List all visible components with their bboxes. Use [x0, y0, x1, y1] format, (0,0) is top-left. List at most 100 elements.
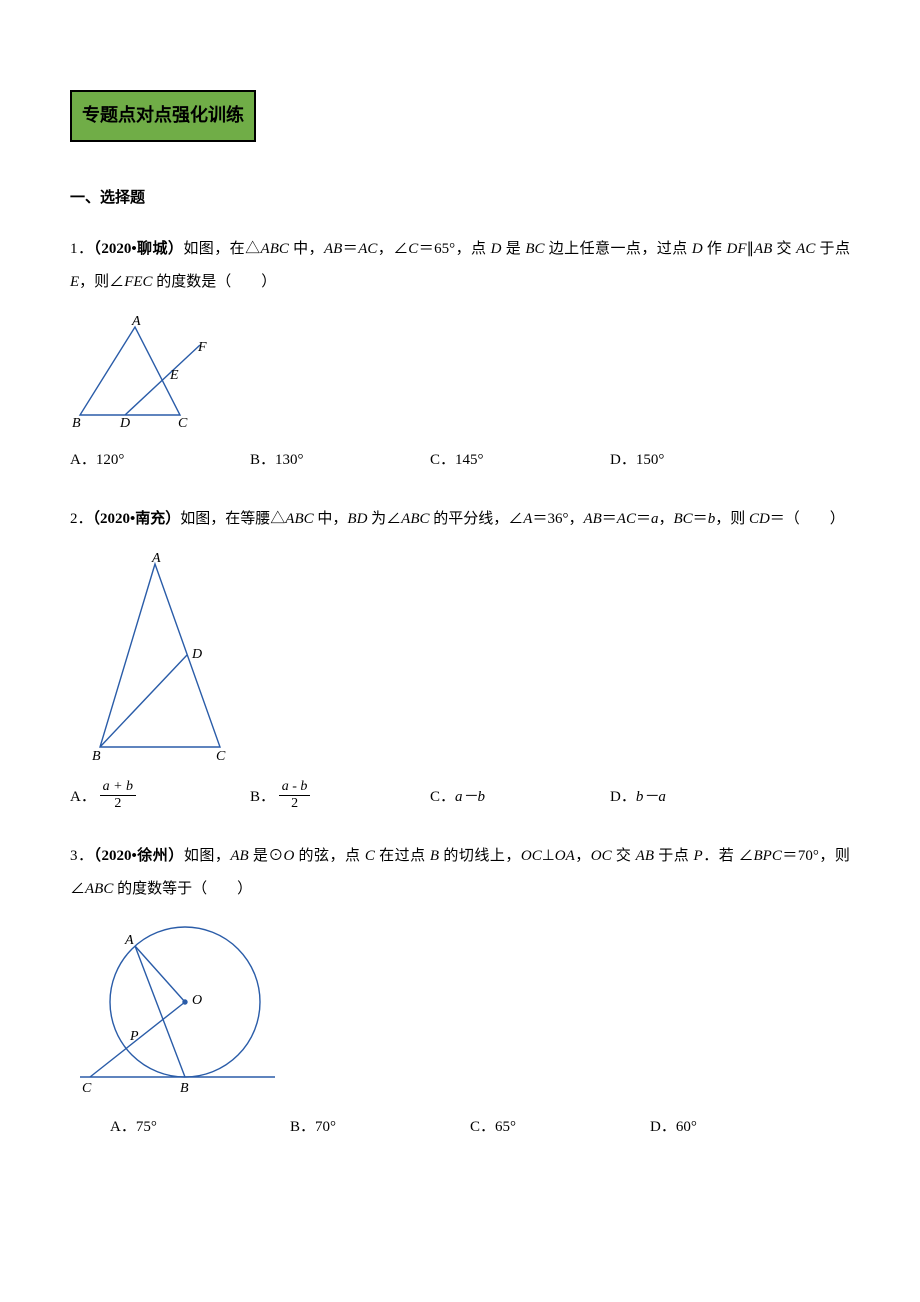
q2-ac: AC: [617, 511, 636, 527]
q2-t7: ＝（ ）: [770, 511, 845, 527]
q3-label-B: B: [180, 1081, 189, 1096]
q3-label-C: C: [82, 1081, 92, 1096]
q1-t8: 于点: [815, 241, 850, 257]
q2-optD: D．b－a: [610, 781, 850, 814]
q3-oa: OA: [555, 848, 575, 864]
q2-bc: BC: [674, 511, 693, 527]
q2-label-C: C: [216, 749, 226, 764]
q1-ac: AC: [358, 241, 377, 257]
q2-prefix: 2．: [70, 511, 93, 527]
q2-t4: 的平分线，∠: [430, 511, 524, 527]
q2-optB-label: B．: [250, 789, 275, 805]
q1-ac2: AC: [796, 241, 815, 257]
q3-label-A: A: [124, 933, 134, 948]
q3-label-P: P: [129, 1029, 139, 1044]
q3-ab: AB: [230, 848, 248, 864]
q1-t1: 如图，在△: [183, 241, 260, 257]
q1-label-E: E: [169, 368, 179, 383]
q2-label-D: D: [191, 647, 202, 662]
q3-t7: 于点: [654, 848, 694, 864]
q1-ab2: AB: [754, 241, 772, 257]
q2-optC-label: C．: [430, 789, 455, 805]
q3-t3: 的弦，点: [294, 848, 365, 864]
q1-d: D: [491, 241, 502, 257]
q2-options: A． a + b2 B． a - b2 C．a－b D．b－a: [70, 781, 850, 814]
banner-title: 专题点对点强化训练: [70, 90, 256, 142]
q2-label-B: B: [92, 749, 101, 764]
q2-cd: CD: [749, 511, 770, 527]
q2-t1: 如图，在等腰△: [180, 511, 285, 527]
q2-abc2: ABC: [401, 511, 429, 527]
q1-eq1: ＝: [342, 241, 358, 257]
q1-t4: 是: [502, 241, 526, 257]
q1-label-F: F: [197, 340, 207, 355]
q2-optB: B． a - b2: [250, 781, 430, 814]
q2-t5: ＝36°，: [532, 511, 583, 527]
question-2: 2．（2020•南充）如图，在等腰△ABC 中，BD 为∠ABC 的平分线，∠A…: [70, 503, 850, 536]
q3-o: O: [283, 848, 294, 864]
q1-label-B: B: [72, 416, 81, 430]
q1-t10: 的度数是（ ）: [153, 274, 277, 290]
q2-optA-label: A．: [70, 789, 96, 805]
q3-abc: ABC: [85, 881, 113, 897]
q1-optB: B．130°: [250, 444, 430, 477]
q1-optD: D．150°: [610, 444, 850, 477]
q1-prefix: 1．: [70, 241, 93, 257]
q1-label-C: C: [178, 416, 188, 430]
q3-optC: C．65°: [470, 1111, 650, 1144]
q1-optC: C．145°: [430, 444, 610, 477]
q1-abc: ABC: [261, 241, 289, 257]
question-3: 3．（2020•徐州）如图，AB 是⊙O 的弦，点 C 在过点 B 的切线上，O…: [70, 840, 850, 906]
q1-options: A．120° B．130° C．145° D．150°: [70, 444, 850, 477]
q2-optD-expr: b－a: [636, 789, 666, 805]
q3-t1: 如图，: [184, 848, 231, 864]
q1-source: （2020•聊城）: [93, 241, 183, 257]
q3-oc: OC: [521, 848, 542, 864]
q3-ang: ∠: [739, 848, 754, 864]
q3-t8: ．若: [703, 848, 735, 864]
q3-options: A．75° B．70° C．65° D．60°: [70, 1111, 850, 1144]
q3-t6: 交: [612, 848, 636, 864]
q2-eq: ＝: [602, 511, 617, 527]
q2-optA-frac: a + b2: [100, 780, 136, 811]
q3-p: P: [694, 848, 703, 864]
q3-oc2: OC: [591, 848, 612, 864]
q2-comma: ，: [658, 511, 673, 527]
q2-optB-frac: a - b2: [279, 780, 311, 811]
q1-label-D: D: [119, 416, 130, 430]
q1-df: DF: [727, 241, 747, 257]
q3-optD: D．60°: [650, 1111, 850, 1144]
q3-b: B: [430, 848, 439, 864]
q3-t5: 的切线上，: [439, 848, 521, 864]
q2-optA: A． a + b2: [70, 781, 250, 814]
question-1: 1．（2020•聊城）如图，在△ABC 中，AB＝AC，∠C＝65°，点 D 是…: [70, 233, 850, 299]
q2-abc: ABC: [285, 511, 313, 527]
q3-t10: 的度数等于（ ）: [113, 881, 252, 897]
q2-bd: BD: [347, 511, 367, 527]
q1-t9: ，则∠: [79, 274, 124, 290]
q2-source: （2020•南充）: [93, 511, 181, 527]
q2-label-A: A: [151, 552, 161, 566]
q3-optB: B．70°: [290, 1111, 470, 1144]
q1-e: E: [70, 274, 79, 290]
q1-label-A: A: [131, 315, 141, 329]
q2-optA-den: 2: [100, 796, 136, 811]
q2-ab: AB: [583, 511, 601, 527]
q2-optC-expr: a－b: [455, 789, 485, 805]
q2-optA-num: a + b: [100, 780, 136, 796]
q3-label-O: O: [192, 993, 202, 1008]
q1-c: C: [408, 241, 418, 257]
q1-d2: D: [692, 241, 703, 257]
q3-prefix: 3．: [70, 848, 94, 864]
q3-comma: ，: [575, 848, 591, 864]
q2-optB-den: 2: [279, 796, 311, 811]
q3-perp: ⊥: [542, 848, 555, 864]
q2-optD-label: D．: [610, 789, 636, 805]
q3-figure: A O P C B: [70, 922, 850, 1097]
q1-ab: AB: [324, 241, 342, 257]
q1-fec: FEC: [124, 274, 152, 290]
q3-ab2: AB: [636, 848, 654, 864]
q2-t3: 为∠: [367, 511, 401, 527]
q1-t7: 交: [772, 241, 796, 257]
q1-bc: BC: [525, 241, 544, 257]
